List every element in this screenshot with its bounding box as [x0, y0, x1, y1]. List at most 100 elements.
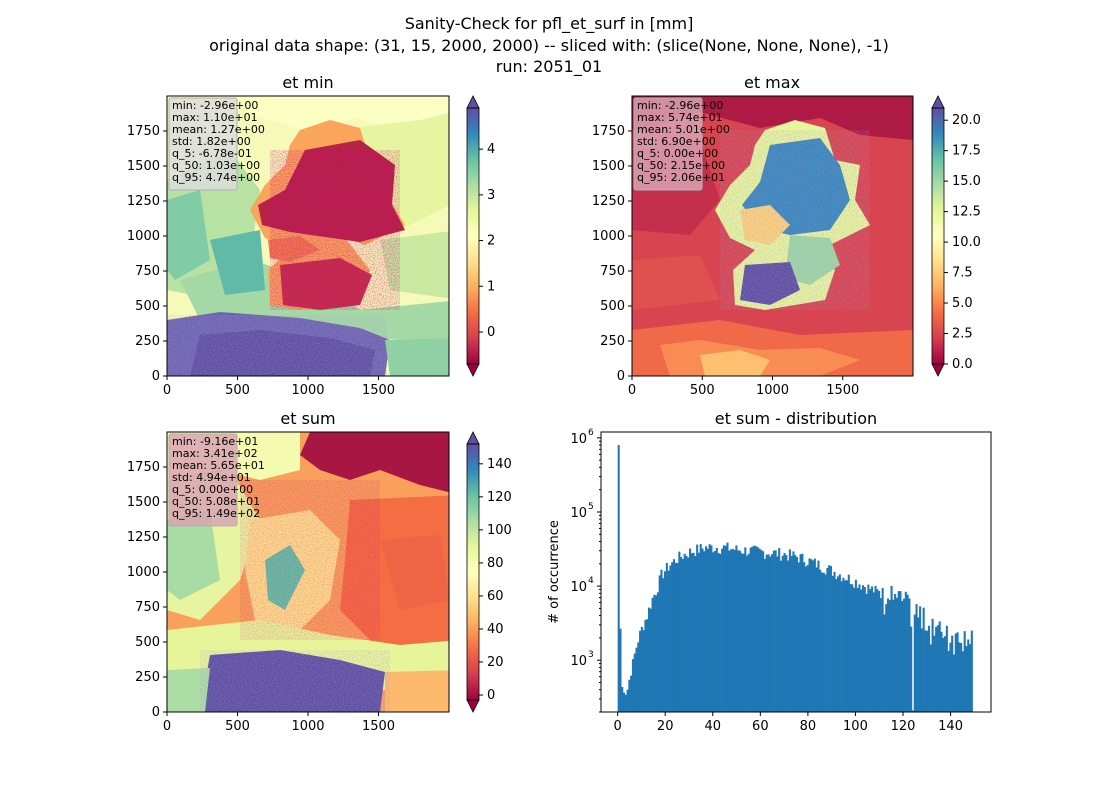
histogram-bar: [838, 574, 841, 712]
x-tick-label: 0: [628, 383, 636, 398]
histogram-bar: [717, 553, 720, 712]
y-tick-label: 750: [135, 600, 160, 615]
histogram-bar: [815, 567, 818, 712]
histogram-bar: [886, 598, 890, 712]
stat-line: q_50: 2.15e+00: [637, 159, 725, 172]
histogram-bar: [653, 594, 656, 712]
y-tick-exponent: 4: [588, 576, 594, 586]
histogram-bar: [822, 572, 825, 712]
colorbar-tick-label: 4: [487, 142, 495, 157]
histogram-bar: [694, 556, 697, 712]
histogram-bar: [917, 617, 920, 712]
histogram-bar: [687, 557, 690, 712]
histogram-bar: [740, 553, 743, 712]
x-tick-label: 120: [891, 719, 916, 734]
histogram-bar: [903, 598, 906, 712]
colorbar-frame: [466, 443, 480, 701]
histogram-bar: [715, 547, 718, 712]
histogram-bar: [885, 604, 888, 712]
histogram-bar: [737, 550, 740, 712]
x-tick-label: 60: [752, 719, 769, 734]
histogram-bar: [756, 547, 759, 712]
histogram-bar: [844, 580, 847, 712]
stat-line: q_5: -6.78e-01: [172, 147, 252, 160]
histogram-bar: [644, 619, 647, 712]
stat-line: min: -2.96e+00: [637, 99, 723, 112]
panel-title: et sum - distribution: [715, 409, 877, 428]
y-axis-label: # of occurrence: [547, 520, 562, 624]
histogram-bar: [674, 562, 677, 712]
histogram-bar: [792, 551, 795, 712]
y-tick-label: 1000: [127, 565, 160, 580]
panel-et-sum-distribution: et sum - distribution 0 20 40 60 80 100 120 140…: [547, 409, 992, 734]
colorbar-tick-label: 140: [487, 457, 512, 472]
histogram-bar: [637, 642, 640, 712]
panel-et-min: et min 0 500 1000 1500 0 250 500 750 1000 1250 15…: [127, 73, 495, 398]
stat-line: mean: 1.27e+00: [172, 123, 265, 136]
histogram-bar: [951, 635, 954, 712]
y-tick-label: 500: [600, 299, 625, 314]
histogram-bar: [847, 574, 850, 712]
y-tick-label: 0: [152, 705, 160, 720]
histogram-bar: [849, 584, 852, 712]
panel-et-sum: et sum 0 500 1000 1500 02505007501000125015…: [127, 409, 512, 734]
colorbar-tick-label: 7.5: [952, 266, 973, 281]
histogram-bar: [924, 630, 927, 712]
histogram-bar: [895, 597, 898, 712]
stat-line: mean: 5.01e+00: [637, 123, 730, 136]
histogram-bar: [961, 651, 964, 712]
histogram-bar: [633, 653, 636, 712]
histogram-bar: [678, 551, 681, 712]
histogram-bar: [933, 635, 936, 712]
histogram-bar: [726, 542, 729, 712]
x-tick-label: 80: [800, 719, 817, 734]
histogram-bar: [863, 587, 866, 712]
x-ticks: 0 20 40 60 80 100 120 140: [614, 712, 963, 734]
x-tick-label: 500: [690, 383, 715, 398]
histogram-bar: [655, 595, 658, 712]
histogram-bar: [879, 598, 882, 712]
colorbar-tick-label: 15.0: [952, 174, 981, 189]
histogram-bar: [926, 630, 929, 712]
histogram-bar: [774, 550, 777, 712]
histogram-bar: [796, 556, 799, 712]
histogram-bar: [744, 547, 747, 712]
histogram-bar: [767, 554, 770, 712]
histogram-bar: [688, 548, 692, 712]
histogram-bar: [894, 594, 897, 712]
y-tick-label: 1250: [592, 194, 625, 209]
figure-title-line-2: original data shape: (31, 15, 2000, 2000…: [209, 36, 889, 55]
y-ticks: 0 250 500 750 1000 1250 1500 1750: [127, 124, 167, 384]
panel-title: et sum: [280, 409, 335, 428]
histogram-bar: [760, 550, 763, 712]
histogram-bar: [931, 618, 934, 712]
histogram-bar: [965, 646, 968, 712]
histogram-bar: [783, 552, 786, 712]
histogram-bar: [622, 692, 626, 712]
histogram-bar: [769, 556, 772, 712]
x-ticks: 0 500 1000 1500: [163, 712, 395, 734]
stat-line: q_95: 1.49e+02: [172, 507, 260, 520]
y-tick-exponent: 3: [588, 650, 594, 660]
histogram-bar: [812, 560, 815, 712]
histogram-bar: [680, 557, 683, 712]
histogram-bar: [860, 589, 863, 712]
colorbar: 0 1 2 3 4: [466, 95, 495, 377]
colorbar-tick-label: 10.0: [952, 235, 981, 250]
histogram-bar: [651, 597, 654, 712]
histogram-bar: [869, 589, 872, 712]
axes-frame: [600, 431, 992, 713]
histogram-bars: [617, 445, 973, 712]
y-tick-label: 10: [570, 506, 587, 521]
histogram-bar: [721, 548, 724, 712]
histogram-bar: [747, 553, 750, 712]
histogram-bar: [690, 553, 693, 712]
colorbar-tick-label: 1: [487, 279, 495, 294]
histogram-bar: [929, 644, 932, 712]
histogram-bar: [897, 591, 900, 712]
histogram-bar: [662, 578, 665, 712]
histogram-bar: [842, 577, 845, 712]
histogram-bar: [731, 548, 734, 712]
